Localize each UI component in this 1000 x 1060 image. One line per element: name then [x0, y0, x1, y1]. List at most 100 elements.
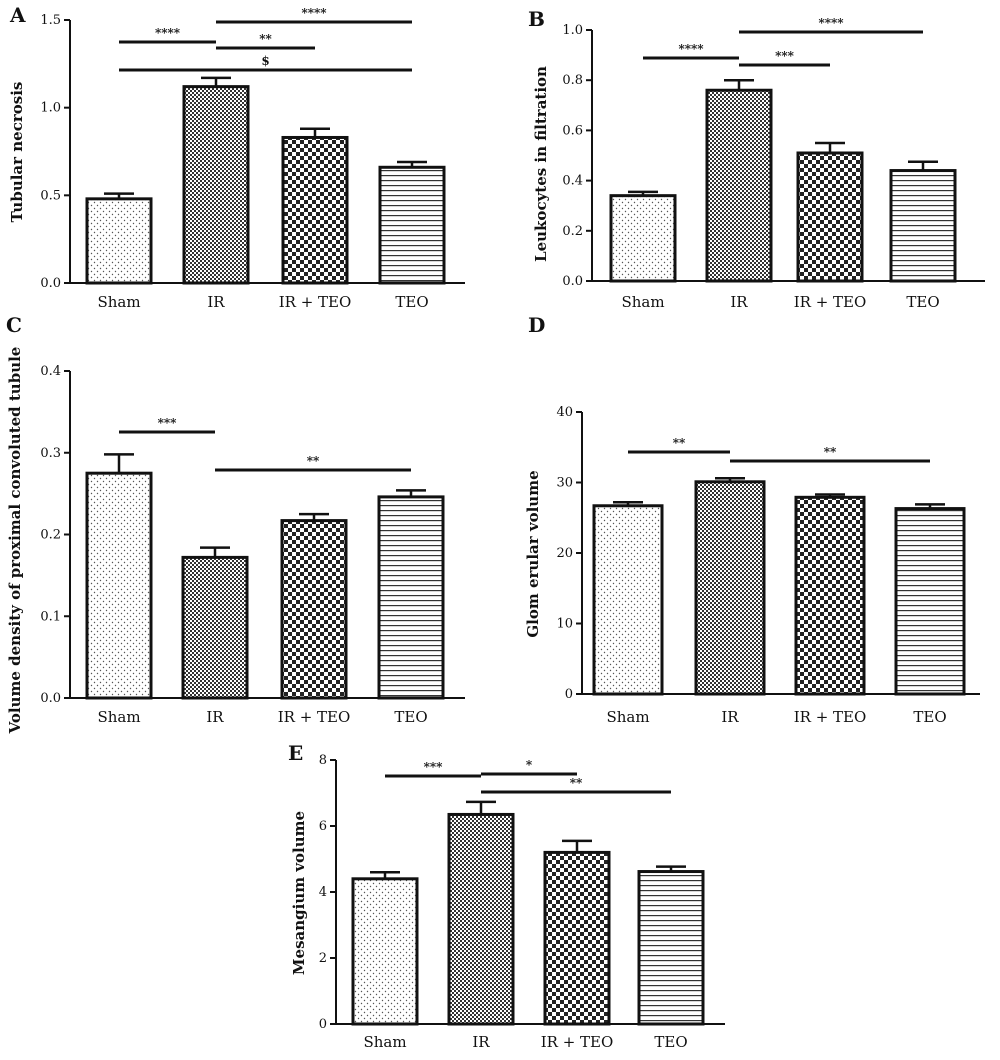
category-labels: Sham IR IR + TEO TEO [606, 708, 946, 726]
y-tick-label: 0.4 [40, 364, 61, 379]
bar-ir-teo [543, 850, 611, 1026]
bar-ir-teo [794, 495, 866, 696]
significance-brackets: ** ** [628, 436, 930, 463]
category-label: IR + TEO [794, 708, 867, 726]
significance-label: ** [570, 776, 583, 790]
significance-label: *** [775, 49, 795, 63]
category-label: TEO [913, 708, 946, 726]
bar-ir [447, 812, 515, 1026]
category-label: TEO [654, 1033, 687, 1051]
y-tick-label: 0.5 [40, 188, 61, 203]
category-labels: Sham IR IR + TEO TEO [97, 708, 427, 726]
category-label: IR + TEO [794, 293, 867, 311]
y-tick-label: 8 [319, 753, 327, 768]
panel-letter: C [6, 313, 22, 337]
significance-label: ** [824, 445, 837, 459]
bar-sham [592, 504, 664, 696]
y-tick-label: 1.0 [40, 101, 61, 116]
panel-letter: E [288, 741, 303, 765]
bars [85, 453, 445, 700]
y-axis-title: Volume density of proximal convoluted tu… [6, 347, 24, 735]
category-label: IR [721, 708, 739, 726]
y-tick-label: 0.8 [562, 73, 583, 88]
y-ticks: 0 10 20 30 40 [556, 405, 582, 702]
panel-letter: D [528, 313, 545, 337]
y-tick-label: 1.0 [562, 23, 583, 38]
category-label: Sham [621, 293, 664, 311]
bar-sham [85, 197, 153, 285]
category-label: IR + TEO [279, 293, 352, 311]
significance-label: *** [424, 760, 444, 774]
category-label: TEO [395, 293, 428, 311]
y-axis-title: Mesangium volume [290, 811, 308, 975]
significance-brackets: *** *** [385, 758, 671, 794]
category-label: TEO [394, 708, 427, 726]
category-labels: Sham IR IR + TEO TEO [621, 293, 939, 311]
y-tick-label: 40 [556, 405, 573, 420]
y-tick-label: 0.0 [40, 691, 61, 706]
bar-teo [889, 169, 957, 283]
category-label: IR [207, 293, 225, 311]
y-axis-title: Tubular necrosis [8, 82, 26, 223]
significance-label: ** [259, 32, 272, 46]
bar-sham [609, 194, 677, 283]
category-label: IR [206, 708, 224, 726]
bar-teo [637, 870, 705, 1026]
y-tick-label: 30 [556, 476, 573, 491]
y-ticks: 0.0 0.5 1.0 1.5 [40, 13, 70, 291]
y-tick-label: 4 [319, 885, 327, 900]
bar-ir [705, 88, 773, 283]
y-tick-label: 10 [556, 617, 573, 632]
significance-label: $ [261, 54, 269, 68]
bar-teo [894, 507, 966, 696]
y-tick-label: 0.1 [40, 609, 61, 624]
y-tick-label: 0.0 [562, 274, 583, 289]
bar-ir-teo [796, 151, 864, 283]
bar-ir [181, 555, 249, 700]
bars [85, 76, 446, 285]
significance-label: ** [307, 454, 320, 468]
significance-label: ** [673, 436, 686, 450]
bar-ir-teo [281, 135, 349, 285]
y-tick-label: 2 [319, 951, 327, 966]
category-label: IR + TEO [278, 708, 351, 726]
significance-brackets: **********$ [119, 6, 412, 72]
bar-teo [378, 165, 446, 285]
category-label: IR + TEO [541, 1033, 614, 1051]
y-ticks: 0.0 0.1 0.2 0.3 0.4 [40, 364, 70, 706]
panel-B: B Leukocytes in filtration 0.0 0.2 0.4 0.6 0… [528, 7, 985, 311]
y-tick-label: 0.4 [562, 174, 583, 189]
bars [592, 477, 966, 696]
category-label: TEO [906, 293, 939, 311]
y-tick-label: 0.2 [40, 528, 61, 543]
y-tick-label: 0.6 [562, 123, 583, 138]
bar-sham [85, 471, 153, 700]
y-tick-label: 1.5 [40, 13, 61, 28]
y-tick-label: 0.3 [40, 446, 61, 461]
y-tick-label: 0 [319, 1017, 327, 1032]
y-tick-label: 0 [565, 687, 573, 702]
bar-ir-teo [280, 519, 348, 700]
category-label: IR [472, 1033, 490, 1051]
panel-C: C Volume density of proximal convoluted … [6, 313, 465, 734]
category-label: Sham [97, 708, 140, 726]
category-labels: Sham IR IR + TEO TEO [97, 293, 428, 311]
y-axis-title: Glom erular volume [524, 470, 542, 637]
significance-label: *** [158, 416, 178, 430]
panel-E: E Mesangium volume 0 2 4 6 8 Sham IR IR + TEO T… [288, 741, 725, 1051]
y-tick-label: 6 [319, 819, 327, 834]
y-tick-label: 0.0 [40, 276, 61, 291]
y-ticks: 0 2 4 6 8 [319, 753, 336, 1032]
y-tick-label: 0.2 [562, 224, 583, 239]
significance-brackets: *********** [643, 16, 923, 67]
panel-letter: A [9, 3, 26, 27]
panel-D: D Glom erular volume 0 10 20 30 40 Sham IR IR … [524, 313, 980, 726]
category-label: Sham [97, 293, 140, 311]
significance-brackets: ***** [119, 416, 411, 472]
bar-ir [182, 85, 250, 285]
bar-teo [377, 495, 445, 700]
significance-label: **** [301, 6, 327, 20]
y-axis-title: Leukocytes in filtration [532, 66, 550, 262]
panel-letter: B [528, 7, 545, 31]
